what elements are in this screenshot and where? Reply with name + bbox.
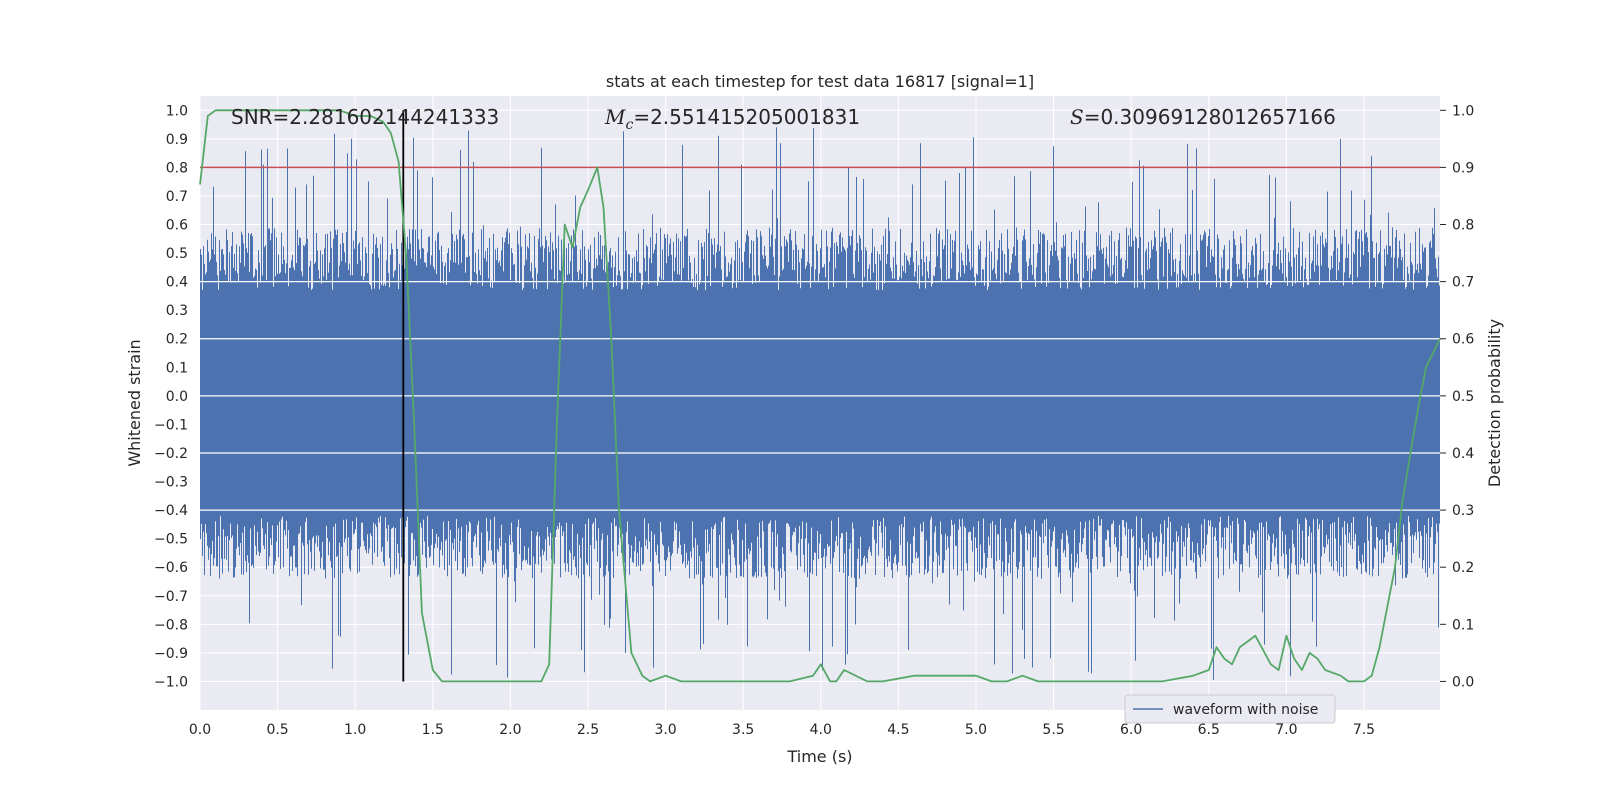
- y-axis-label-left: Whitened strain: [125, 339, 144, 466]
- probability-line: [199, 109, 1441, 683]
- axis-ticks: 0.0 0.5 1.0 1.5 2.0 2.5 3.0 3.5 4.0 4.5 5.0 5.5 6.0 6…: [154, 103, 1474, 738]
- x-tick-label: 0.5: [266, 722, 288, 738]
- x-tick-label: 2.0: [499, 722, 521, 738]
- x-tick-label: 5.0: [965, 722, 987, 738]
- y-tick-label-right: 1.0: [1452, 103, 1474, 119]
- y-tick-label-left: −0.1: [154, 417, 188, 433]
- y-tick-label-right: 0.8: [1452, 218, 1474, 234]
- mc-symbol: M: [604, 105, 626, 129]
- s-annotation: S=0.30969128012657166: [1070, 105, 1336, 129]
- x-tick-label: 3.5: [732, 722, 754, 738]
- y-tick-label-left: 1.0: [166, 103, 188, 119]
- y-tick-label-left: 0.6: [166, 218, 188, 234]
- overlay-lines: [200, 110, 1440, 682]
- x-tick-label: 4.0: [810, 722, 832, 738]
- x-tick-label: 6.0: [1120, 722, 1142, 738]
- probability-series: [199, 109, 1441, 683]
- y-tick-label-left: −0.9: [154, 646, 188, 662]
- y-tick-label-left: 0.8: [166, 160, 188, 176]
- y-tick-label-left: −0.3: [154, 475, 188, 491]
- y-tick-label-left: −0.8: [154, 617, 188, 633]
- y-tick-label-left: 0.4: [166, 275, 188, 291]
- x-tick-label: 3.0: [654, 722, 676, 738]
- y-tick-label-left: −0.6: [154, 560, 188, 576]
- y-tick-label-left: 0.0: [166, 389, 188, 405]
- x-tick-label: 1.0: [344, 722, 366, 738]
- legend-label-waveform: waveform with noise: [1173, 702, 1318, 718]
- x-tick-label: 5.5: [1042, 722, 1064, 738]
- y-tick-label-right: 0.3: [1452, 503, 1474, 519]
- y-tick-label-left: 0.2: [166, 332, 188, 348]
- s-symbol: S: [1070, 105, 1084, 129]
- y-tick-label-left: −1.0: [154, 674, 188, 690]
- y-tick-label-left: −0.7: [154, 589, 188, 605]
- y-tick-label-right: 0.6: [1452, 332, 1474, 348]
- x-tick-label: 2.5: [577, 722, 599, 738]
- x-tick-label: 7.5: [1353, 722, 1375, 738]
- y-tick-label-left: 0.1: [166, 360, 188, 376]
- y-tick-label-right: 0.4: [1452, 446, 1474, 462]
- waveform-noise-strokes: [200, 127, 1440, 680]
- legend: waveform with noise: [1124, 694, 1336, 724]
- y-tick-label-right: 0.0: [1452, 674, 1474, 690]
- y-tick-label-left: 0.9: [166, 132, 188, 148]
- s-value: =0.30969128012657166: [1084, 105, 1336, 129]
- y-tick-label-left: 0.7: [166, 189, 188, 205]
- y-tick-label-right: 0.9: [1452, 160, 1474, 176]
- chirp-mass-annotation: Mc=2.551415205001831: [604, 105, 860, 133]
- chart-title: stats at each timestep for test data 168…: [606, 72, 1034, 91]
- x-tick-label: 7.0: [1275, 722, 1297, 738]
- y-axis-label-right: Detection probability: [1485, 319, 1504, 487]
- y-tick-label-left: 0.5: [166, 246, 188, 262]
- y-tick-label-left: 0.3: [166, 303, 188, 319]
- x-tick-label: 1.5: [422, 722, 444, 738]
- x-tick-label: 0.0: [189, 722, 211, 738]
- y-tick-label-right: 0.2: [1452, 560, 1474, 576]
- y-tick-label-right: 0.1: [1452, 617, 1474, 633]
- y-tick-label-left: −0.5: [154, 532, 188, 548]
- y-tick-label-left: −0.2: [154, 446, 188, 462]
- mc-value: =2.551415205001831: [633, 105, 860, 129]
- legend-box: [1124, 694, 1336, 724]
- mc-subscript: c: [625, 117, 633, 133]
- y-tick-label-left: −0.4: [154, 503, 188, 519]
- x-tick-label: 6.5: [1198, 722, 1220, 738]
- y-tick-label-right: 0.7: [1452, 275, 1474, 291]
- snr-annotation: SNR=2.281602144241333: [231, 105, 499, 129]
- x-tick-label: 4.5: [887, 722, 909, 738]
- y-tick-label-right: 0.5: [1452, 389, 1474, 405]
- x-axis-label: Time (s): [786, 747, 852, 766]
- waveform-series: [200, 127, 1440, 680]
